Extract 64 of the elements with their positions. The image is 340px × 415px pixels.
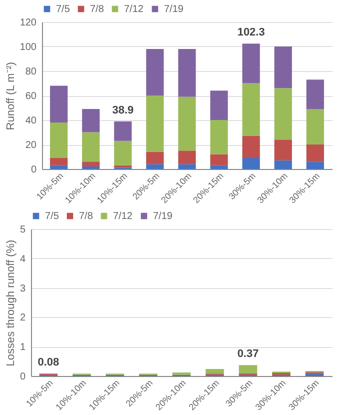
bar bbox=[146, 164, 164, 169]
bar bbox=[178, 96, 196, 151]
total-label: 102.3 bbox=[237, 26, 265, 39]
y-axis-title: Losses through runoff (%) bbox=[4, 240, 17, 366]
bar bbox=[146, 48, 164, 96]
bar bbox=[274, 88, 292, 140]
legend-label: 7/12 bbox=[113, 211, 133, 222]
y-tick-label: 60 bbox=[25, 91, 37, 102]
bar bbox=[114, 121, 132, 141]
bar bbox=[242, 44, 260, 84]
bar bbox=[146, 96, 164, 152]
bar bbox=[306, 80, 324, 109]
bar bbox=[82, 162, 100, 167]
y-tick-label: 80 bbox=[25, 66, 37, 78]
legend-label: 7/12 bbox=[124, 4, 144, 15]
legend-label: 7/5 bbox=[56, 4, 70, 15]
bar bbox=[82, 132, 100, 162]
bar bbox=[242, 83, 260, 136]
total-label: 38.9 bbox=[112, 104, 134, 116]
bar bbox=[210, 120, 228, 154]
y-axis-title: Runoff (L m⁻²) bbox=[4, 62, 17, 130]
bar bbox=[274, 46, 292, 88]
bar bbox=[178, 164, 196, 169]
legend-label: 7/19 bbox=[164, 4, 184, 15]
legend-label: 7/5 bbox=[45, 211, 60, 222]
y-tick-label: 1 bbox=[20, 342, 26, 354]
y-tick-label: 120 bbox=[20, 18, 37, 28]
y-tick-label: 5 bbox=[20, 224, 26, 236]
bar bbox=[238, 365, 258, 374]
bar bbox=[114, 165, 132, 168]
bar bbox=[178, 150, 196, 164]
y-tick-label: 20 bbox=[25, 140, 37, 151]
bar bbox=[172, 372, 191, 375]
y-tick-label: 0 bbox=[20, 372, 26, 382]
bar bbox=[206, 368, 224, 374]
y-tick-label: 0 bbox=[30, 164, 37, 176]
bar bbox=[50, 86, 68, 122]
bar bbox=[178, 48, 196, 97]
y-tick-label: 4 bbox=[20, 254, 26, 265]
bar bbox=[210, 165, 228, 169]
bar bbox=[50, 122, 68, 158]
bar bbox=[210, 90, 228, 120]
bar bbox=[50, 158, 68, 166]
bar bbox=[274, 160, 292, 169]
bar bbox=[50, 165, 68, 169]
bar bbox=[146, 152, 164, 164]
bar bbox=[242, 158, 260, 169]
bar bbox=[82, 108, 100, 132]
bar bbox=[210, 154, 228, 166]
y-tick-label: 40 bbox=[25, 116, 37, 126]
bar bbox=[306, 162, 324, 169]
total-label: 0.08 bbox=[38, 356, 60, 369]
y-tick-label: 3 bbox=[20, 283, 26, 294]
bar bbox=[114, 140, 132, 166]
y-tick-label: 100 bbox=[20, 42, 37, 53]
bar bbox=[274, 140, 292, 160]
bar bbox=[242, 136, 260, 158]
bar bbox=[306, 108, 324, 144]
y-tick-label: 2 bbox=[20, 312, 26, 324]
total-label: 0.37 bbox=[237, 348, 259, 360]
legend-label: 7/19 bbox=[153, 211, 173, 222]
bar bbox=[306, 144, 324, 162]
legend-label: 7/8 bbox=[90, 4, 104, 15]
legend-label: 7/8 bbox=[79, 211, 94, 222]
